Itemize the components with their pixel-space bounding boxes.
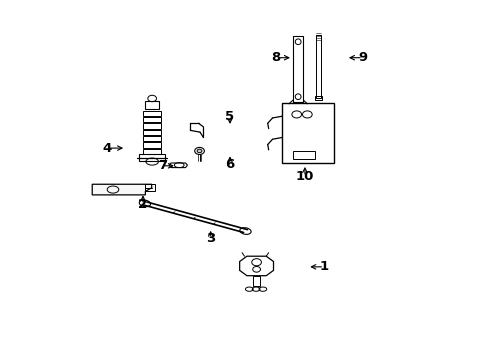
Text: 4: 4 — [102, 141, 111, 154]
Bar — [282, 103, 334, 163]
Bar — [292, 151, 314, 159]
Text: 2: 2 — [138, 198, 147, 211]
Bar — [142, 123, 161, 129]
Bar — [292, 36, 303, 102]
Bar — [253, 276, 260, 286]
Text: 7: 7 — [158, 159, 166, 172]
Polygon shape — [92, 184, 151, 195]
Ellipse shape — [197, 149, 202, 153]
Bar — [314, 96, 322, 100]
Bar — [142, 111, 161, 116]
Text: 6: 6 — [225, 158, 234, 171]
Text: 8: 8 — [271, 51, 280, 64]
Text: 5: 5 — [225, 110, 234, 123]
Text: 10: 10 — [295, 170, 313, 183]
Bar — [142, 149, 161, 154]
Text: 9: 9 — [358, 51, 367, 64]
Bar — [142, 143, 161, 148]
Bar — [315, 35, 320, 99]
Text: 3: 3 — [205, 232, 215, 245]
Bar — [142, 130, 161, 135]
Bar — [142, 136, 161, 141]
Bar — [139, 154, 165, 161]
Bar — [142, 117, 161, 122]
Text: 1: 1 — [319, 260, 328, 273]
Bar — [144, 100, 159, 109]
